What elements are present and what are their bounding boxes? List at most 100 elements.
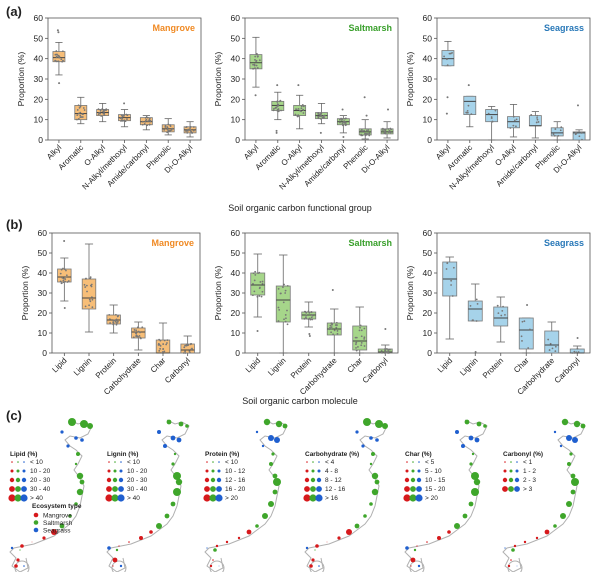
- data-point: [254, 55, 257, 58]
- data-point: [257, 55, 259, 58]
- data-point: [261, 282, 264, 285]
- map-legend-class: > 3: [523, 486, 533, 493]
- box: [57, 268, 72, 283]
- data-point: [450, 279, 453, 282]
- data-point: [117, 320, 119, 323]
- map-point-mangrove: [510, 559, 512, 561]
- data-point: [192, 129, 195, 132]
- data-point: [465, 111, 468, 114]
- map-point-saltmarsh: [369, 502, 373, 506]
- data-point: [515, 118, 518, 121]
- data-point: [360, 344, 363, 347]
- data-point: [294, 113, 297, 116]
- data-point: [57, 54, 60, 57]
- data-point: [137, 330, 140, 333]
- map-legend-class: 20 - 30: [127, 477, 148, 484]
- y-tick-label: 40: [423, 268, 433, 278]
- data-point: [330, 326, 333, 329]
- data-point: [257, 272, 260, 275]
- legend-size-dot: [106, 477, 112, 483]
- map-point-saltmarsh: [462, 513, 468, 519]
- map-point-mangrove: [410, 565, 412, 567]
- legend-size-dot: [14, 494, 22, 502]
- map-legend-class: 10 - 15: [425, 477, 446, 484]
- map-point-saltmarsh: [79, 479, 85, 485]
- data-point: [308, 311, 311, 314]
- data-point: [332, 333, 335, 336]
- data-point: [310, 311, 313, 313]
- y-tick-label: 40: [34, 54, 44, 64]
- map-point-mangrove: [14, 564, 18, 568]
- data-point: [504, 313, 506, 316]
- data-point: [283, 318, 285, 321]
- data-point: [343, 121, 346, 124]
- data-point: [86, 290, 88, 293]
- y-tick-label: 40: [231, 268, 241, 278]
- map-point-saltmarsh: [76, 452, 80, 456]
- y-tick-label: 20: [38, 308, 48, 318]
- map-point-seagrass: [157, 430, 161, 434]
- data-point: [382, 129, 384, 132]
- map-point-saltmarsh: [471, 452, 475, 456]
- data-point: [147, 120, 149, 123]
- data-point: [64, 280, 66, 283]
- map-point-saltmarsh: [164, 513, 170, 519]
- data-point: [163, 339, 166, 342]
- data-point: [141, 123, 144, 126]
- data-point: [523, 320, 526, 323]
- map-point-seagrass: [60, 430, 64, 434]
- map-point-saltmarsh: [262, 513, 268, 519]
- data-point: [100, 115, 103, 117]
- data-point: [322, 115, 325, 117]
- map-legend-class: 4 - 8: [325, 468, 338, 475]
- map-point-seagrass: [504, 547, 506, 549]
- data-point: [536, 117, 538, 119]
- data-point: [187, 344, 190, 346]
- data-point: [448, 52, 451, 55]
- y-tick-label: 60: [231, 228, 241, 238]
- island-outline: [409, 560, 425, 572]
- data-point: [148, 123, 151, 126]
- y-tick-label: 10: [231, 115, 241, 125]
- map-legend-class: > 20: [225, 495, 238, 502]
- map-legend-class: > 20: [425, 495, 438, 502]
- data-point: [554, 350, 557, 353]
- data-point: [365, 129, 368, 132]
- map-legend-title: Lipid (%): [10, 451, 37, 458]
- map-point-mangrove: [246, 529, 252, 535]
- map-point-mangrove: [311, 558, 315, 562]
- outlier-point: [319, 131, 322, 134]
- box: [528, 115, 542, 127]
- data-point: [297, 108, 300, 110]
- legend-size-dot: [204, 477, 210, 483]
- functional-group-axis-title: Soil organic carbon functional group: [228, 203, 372, 213]
- data-point: [310, 316, 313, 319]
- data-point: [387, 131, 390, 134]
- map-point-saltmarsh: [74, 462, 78, 466]
- map-point-saltmarsh: [173, 452, 177, 456]
- data-point: [60, 282, 63, 285]
- data-point: [169, 124, 171, 126]
- map-point-mangrove: [16, 558, 20, 562]
- data-point: [466, 111, 469, 114]
- boxplot-b-mangrove: 0 10 20 30 40 50 60 Proportion (%) Mangrove Lipid…: [20, 228, 201, 397]
- data-point: [500, 314, 503, 317]
- chart-title: Seagrass: [544, 238, 584, 248]
- y-tick-label: 20: [231, 308, 241, 318]
- data-point: [76, 118, 78, 121]
- legend-size-dot: [304, 486, 310, 492]
- chart-title: Saltmarsh: [348, 238, 392, 248]
- data-point: [451, 295, 454, 297]
- data-point: [302, 112, 305, 114]
- data-point: [305, 317, 308, 320]
- y-tick-label: 30: [231, 288, 241, 298]
- x-tick-label: Alkyl: [434, 143, 452, 161]
- data-point: [164, 125, 167, 128]
- data-point: [509, 127, 512, 129]
- map-legend-class: 10 - 20: [30, 468, 51, 475]
- y-axis-label: Proportion (%): [405, 51, 415, 106]
- map-point-mangrove: [215, 544, 219, 548]
- map-legend-class: < 10: [30, 459, 43, 466]
- data-point: [387, 128, 390, 130]
- y-tick-label: 30: [423, 74, 433, 84]
